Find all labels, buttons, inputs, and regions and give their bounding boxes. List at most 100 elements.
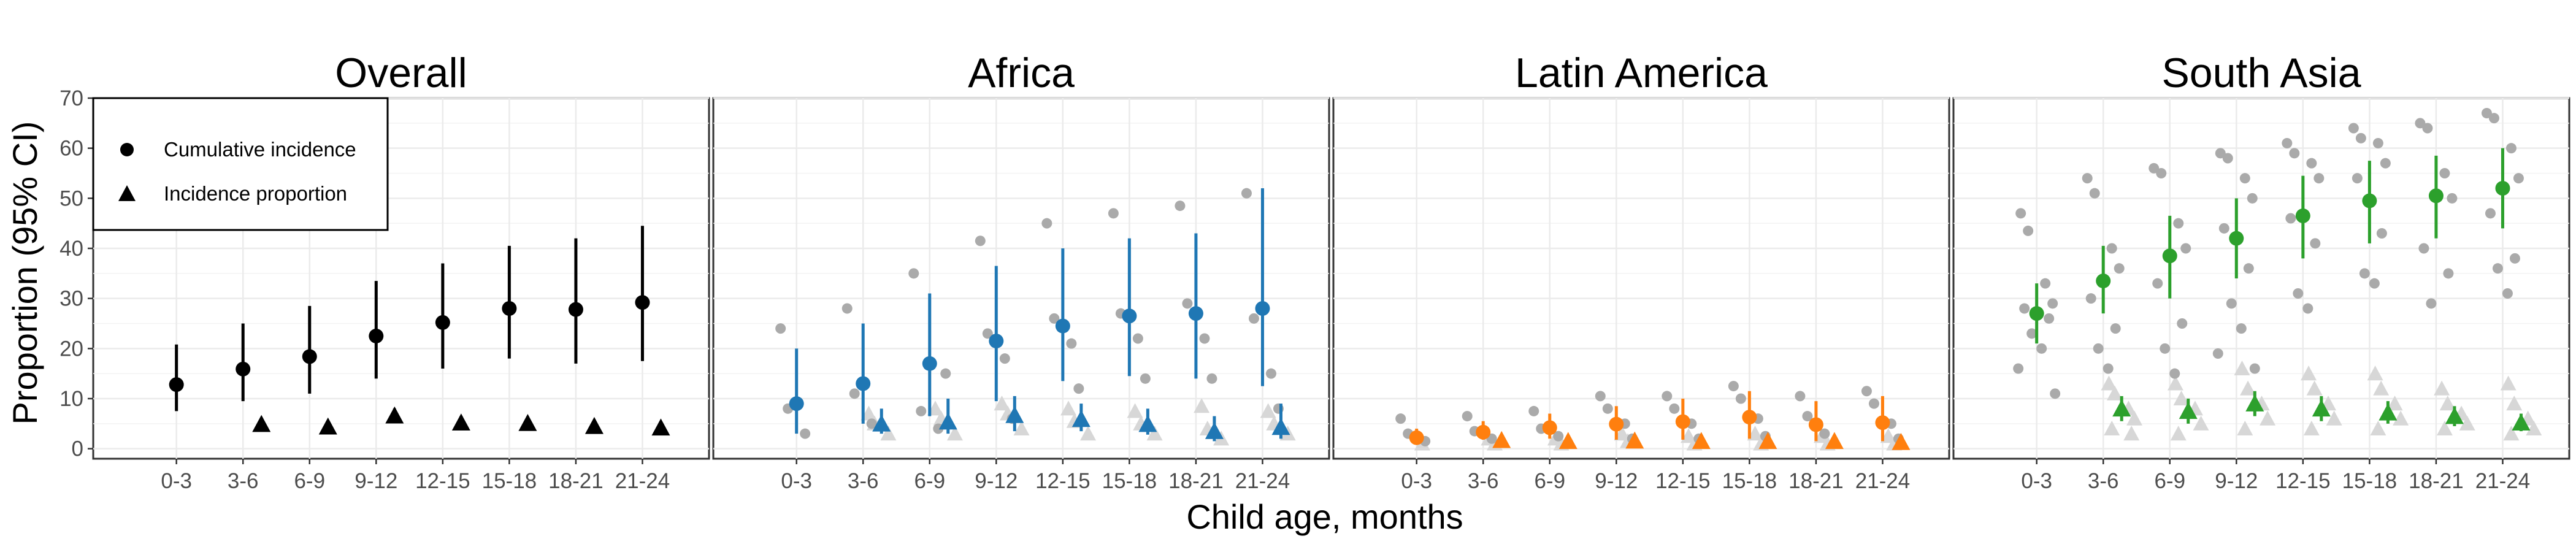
x-tick-label: 0-3 <box>2021 469 2052 493</box>
y-tick-label: 20 <box>59 337 83 361</box>
point-incidence-proportion <box>1825 432 1844 450</box>
study-point-cumulative-incidence <box>1265 368 1276 379</box>
point-incidence-proportion <box>2379 403 2398 421</box>
study-point-cumulative-incidence <box>2212 348 2223 359</box>
x-tick-label: 15-18 <box>482 469 537 493</box>
panel-title: Overall <box>335 50 467 96</box>
point-cumulative-incidence <box>1675 414 1690 429</box>
x-tick-label: 18-21 <box>2409 469 2464 493</box>
study-point-cumulative-incidence <box>1041 218 1052 229</box>
study-point-incidence-proportion <box>2373 380 2390 396</box>
study-point-cumulative-incidence <box>1553 431 1564 442</box>
point-incidence-proportion <box>2312 399 2331 417</box>
x-tick-label: 0-3 <box>1401 469 1432 493</box>
study-point-cumulative-incidence <box>982 328 993 339</box>
study-point-incidence-proportion <box>2104 421 2120 436</box>
study-point-cumulative-incidence <box>2380 158 2391 169</box>
point-incidence-proportion <box>1205 422 1224 439</box>
study-point-cumulative-incidence <box>2040 278 2051 289</box>
study-point-incidence-proportion <box>2370 421 2386 436</box>
point-incidence-proportion <box>1758 432 1777 450</box>
study-point-incidence-proportion <box>2506 396 2523 411</box>
study-point-cumulative-incidence <box>1735 393 1746 404</box>
x-tick-label: 18-21 <box>548 469 604 493</box>
point-cumulative-incidence <box>169 377 184 392</box>
study-point-cumulative-incidence <box>2310 238 2321 249</box>
point-incidence-proportion <box>318 417 337 435</box>
study-point-cumulative-incidence <box>2173 218 2184 229</box>
legend-label: Incidence proportion <box>164 182 347 205</box>
point-cumulative-incidence <box>2362 193 2377 209</box>
point-cumulative-incidence <box>435 315 450 330</box>
x-tick-label: 3-6 <box>848 469 879 493</box>
study-point-cumulative-incidence <box>2502 288 2513 299</box>
study-point-incidence-proportion <box>2306 380 2323 396</box>
study-point-cumulative-incidence <box>2023 225 2034 236</box>
study-point-cumulative-incidence <box>975 235 986 247</box>
study-point-cumulative-incidence <box>2243 263 2254 274</box>
study-point-cumulative-incidence <box>2293 288 2304 299</box>
study-point-cumulative-incidence <box>2355 132 2366 144</box>
point-cumulative-incidence <box>1742 410 1757 425</box>
point-incidence-proportion <box>1005 405 1024 423</box>
point-cumulative-incidence <box>1255 301 1270 316</box>
study-point-cumulative-incidence <box>2352 173 2363 184</box>
study-point-cumulative-incidence <box>2026 328 2037 339</box>
study-point-cumulative-incidence <box>2369 278 2380 289</box>
study-point-incidence-proportion <box>2503 426 2520 441</box>
point-cumulative-incidence <box>2096 274 2111 289</box>
study-point-cumulative-incidence <box>1595 391 1606 402</box>
x-tick-label: 21-24 <box>1855 469 1911 493</box>
study-point-cumulative-incidence <box>1602 403 1613 414</box>
y-tick-label: 70 <box>59 86 83 110</box>
point-cumulative-incidence <box>1476 424 1491 440</box>
study-point-cumulative-incidence <box>2302 303 2313 314</box>
study-point-cumulative-incidence <box>2114 263 2125 274</box>
study-point-incidence-proportion <box>1747 426 1763 441</box>
point-cumulative-incidence <box>922 356 937 371</box>
study-point-cumulative-incidence <box>2359 268 2370 279</box>
study-point-cumulative-incidence <box>1728 381 1739 392</box>
study-point-cumulative-incidence <box>2282 138 2293 148</box>
study-point-cumulative-incidence <box>2177 318 2188 329</box>
study-point-cumulative-incidence <box>1049 313 1060 324</box>
study-point-cumulative-incidence <box>2036 343 2047 354</box>
x-tick-label: 6-9 <box>2154 469 2185 493</box>
point-cumulative-incidence <box>635 295 650 310</box>
point-incidence-proportion <box>2112 399 2131 417</box>
x-tick-label: 0-3 <box>781 469 812 493</box>
study-point-cumulative-incidence <box>2306 158 2317 169</box>
x-tick-label: 15-18 <box>1722 469 1777 493</box>
point-cumulative-incidence <box>1542 420 1557 435</box>
point-incidence-proportion <box>1625 431 1644 449</box>
point-incidence-proportion <box>938 412 957 430</box>
study-point-cumulative-incidence <box>2247 193 2258 204</box>
study-point-cumulative-incidence <box>775 323 786 334</box>
y-tick-label: 0 <box>72 437 83 461</box>
panel-south-asia: 0-3 3-6 6-9 9-12 12-15 15-18 18-21 21-24 South A… <box>1952 50 2570 493</box>
study-point-cumulative-incidence <box>2492 263 2503 274</box>
study-point-cumulative-incidence <box>2348 123 2359 134</box>
point-cumulative-incidence <box>789 396 804 411</box>
x-tick-label: 3-6 <box>1468 469 1499 493</box>
point-incidence-proportion <box>1558 432 1577 450</box>
study-point-cumulative-incidence <box>2285 213 2296 224</box>
point-cumulative-incidence <box>302 349 317 364</box>
study-point-cumulative-incidence <box>2215 148 2226 159</box>
study-point-cumulative-incidence <box>1861 386 1872 397</box>
study-point-incidence-proportion <box>2123 426 2140 441</box>
x-tick-label: 12-15 <box>1035 469 1091 493</box>
panel-title: South Asia <box>2161 50 2361 96</box>
point-cumulative-incidence <box>236 361 251 377</box>
study-point-cumulative-incidence <box>866 418 877 429</box>
study-point-cumulative-incidence <box>2082 173 2093 184</box>
study-point-incidence-proportion <box>2170 426 2187 441</box>
point-cumulative-incidence <box>2295 208 2310 223</box>
study-point-cumulative-incidence <box>1802 411 1813 422</box>
study-point-incidence-proportion <box>1060 400 1077 416</box>
study-point-cumulative-incidence <box>2485 208 2496 219</box>
study-point-incidence-proportion <box>2386 396 2403 411</box>
point-cumulative-incidence <box>2495 181 2510 196</box>
point-incidence-proportion <box>2245 394 2264 411</box>
point-cumulative-incidence <box>989 334 1004 349</box>
